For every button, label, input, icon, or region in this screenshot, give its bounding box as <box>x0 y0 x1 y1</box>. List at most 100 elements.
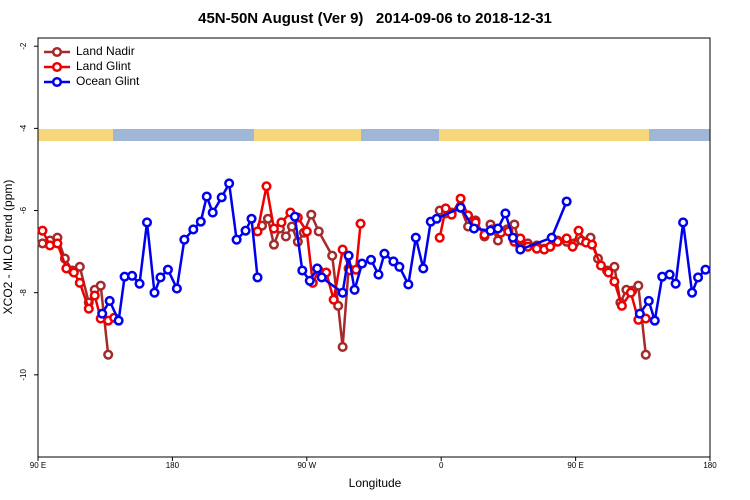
data-point <box>280 231 291 242</box>
data-point <box>649 315 660 326</box>
data-point <box>312 263 323 274</box>
legend-marker <box>51 61 63 73</box>
data-point <box>492 223 503 234</box>
data-point <box>492 235 503 246</box>
data-point <box>37 225 48 236</box>
data-point <box>328 294 339 305</box>
data-point <box>141 217 153 228</box>
data-point <box>68 267 79 278</box>
data-point <box>276 217 287 228</box>
data-point <box>561 196 572 207</box>
data-point <box>286 221 297 232</box>
data-point <box>289 211 300 222</box>
data-point <box>61 263 72 274</box>
data-point <box>357 258 368 269</box>
data-point <box>625 287 636 298</box>
data-point <box>394 261 405 272</box>
legend-marker <box>51 46 63 58</box>
data-point <box>268 223 279 234</box>
x-axis-label: Longitude <box>349 476 402 490</box>
data-point <box>74 277 85 288</box>
series-line <box>101 179 707 326</box>
data-point <box>268 239 279 250</box>
data-point <box>179 234 190 245</box>
chart-title: 45N-50N August (Ver 9) 2014-09-06 to 201… <box>198 10 552 27</box>
data-point <box>304 275 315 286</box>
data-point <box>365 254 377 265</box>
data-point <box>231 234 242 245</box>
data-point <box>337 287 348 298</box>
data-point <box>207 207 218 218</box>
data-point <box>313 226 324 237</box>
data-point <box>664 269 675 280</box>
data-point <box>301 226 312 237</box>
data-point <box>388 256 399 267</box>
data-point <box>337 341 348 352</box>
data-point <box>418 263 429 274</box>
data-point <box>640 313 651 324</box>
data-point <box>252 272 263 283</box>
data-point <box>507 232 518 243</box>
data-point <box>373 269 384 280</box>
data-point <box>546 232 557 243</box>
data-point <box>567 241 578 252</box>
data-point <box>240 225 251 236</box>
data-point <box>224 178 235 189</box>
data-point <box>640 349 651 360</box>
legend-label: Land Nadir <box>76 44 135 58</box>
legend-marker <box>51 76 63 88</box>
data-point <box>306 209 317 220</box>
data-point <box>455 202 466 213</box>
data-point <box>316 272 327 283</box>
data-point <box>355 218 366 229</box>
plot-frame <box>37 37 711 458</box>
data-point <box>509 219 520 230</box>
data-point <box>573 225 584 236</box>
data-point <box>643 295 654 306</box>
data-point <box>195 216 206 227</box>
data-point <box>603 267 614 278</box>
x-tick-label: 90 W <box>297 461 316 470</box>
data-point <box>440 203 451 214</box>
data-point <box>410 232 421 243</box>
data-point <box>74 261 85 272</box>
data-point <box>216 192 227 203</box>
data-point <box>343 250 354 261</box>
data-point <box>103 349 114 360</box>
data-point <box>162 264 173 275</box>
data-point <box>113 315 124 326</box>
data-point <box>337 244 348 255</box>
data-point <box>52 238 63 249</box>
data-point <box>252 226 263 237</box>
data-point <box>455 193 466 204</box>
data-point <box>149 287 160 298</box>
y-tick-label: -8 <box>19 289 28 297</box>
data-point <box>434 232 445 243</box>
data-point <box>561 233 572 244</box>
data-point <box>545 241 556 252</box>
data-point <box>104 295 115 306</box>
data-point <box>134 278 145 289</box>
data-point <box>171 283 182 294</box>
data-point <box>349 284 360 295</box>
data-point <box>246 213 257 224</box>
data-point <box>678 217 689 228</box>
data-point <box>97 308 108 319</box>
data-point <box>379 248 390 259</box>
data-point <box>95 280 106 291</box>
data-point <box>633 280 644 291</box>
y-tick-label: -10 <box>19 369 28 381</box>
x-tick-label: 90 E <box>30 461 46 470</box>
data-point <box>515 244 526 255</box>
data-point <box>201 191 212 202</box>
data-point <box>83 303 94 314</box>
data-point <box>616 300 627 311</box>
data-point <box>687 287 698 298</box>
map-strip <box>38 129 710 141</box>
data-point <box>609 276 620 287</box>
data-point <box>431 213 442 224</box>
data-point <box>469 223 480 234</box>
y-tick-label: -6 <box>19 206 28 214</box>
x-tick-label: 180 <box>703 461 717 470</box>
